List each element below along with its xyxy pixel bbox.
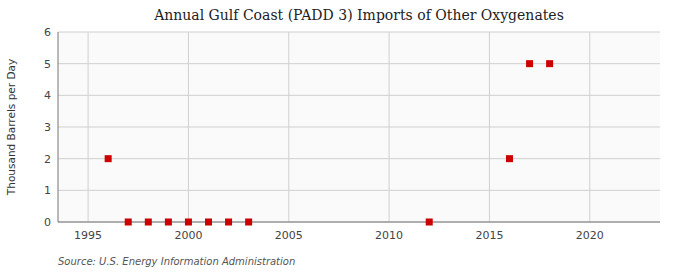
x-tick-label: 2000 <box>174 229 202 242</box>
point <box>546 60 553 67</box>
y-tick-label: 1 <box>44 184 51 197</box>
x-tick-label: 2010 <box>375 229 403 242</box>
x-grid-line <box>88 32 89 222</box>
point <box>165 219 172 226</box>
y-tick-label: 0 <box>44 216 51 229</box>
y-grid-line <box>58 158 660 159</box>
point <box>245 219 252 226</box>
x-tick-label: 2020 <box>576 229 604 242</box>
x-tick-label: 2005 <box>275 229 303 242</box>
point <box>426 219 433 226</box>
y-axis-label: Thousand Barrels per Day <box>5 59 17 196</box>
points <box>105 60 553 225</box>
y-axis-line <box>58 32 59 222</box>
point <box>185 219 192 226</box>
x-grid-line <box>389 32 390 222</box>
point <box>526 60 533 67</box>
x-tick-label: 1995 <box>74 229 102 242</box>
y-tick-label: 5 <box>44 58 51 71</box>
y-tick-label: 3 <box>44 121 51 134</box>
point <box>225 219 232 226</box>
x-tick-label: 2015 <box>475 229 503 242</box>
y-grid-line <box>58 63 660 64</box>
source-note: Source: U.S. Energy Information Administ… <box>58 256 295 267</box>
x-grid-line <box>188 32 189 222</box>
y-grid-line <box>58 32 660 33</box>
point <box>105 155 112 162</box>
grid <box>58 32 660 222</box>
y-tick-label: 2 <box>44 153 51 166</box>
point <box>145 219 152 226</box>
y-grid-line <box>58 127 660 128</box>
y-grid-line <box>58 190 660 191</box>
chart: 0 1 2 3 4 5 6 1995 2000 2005 2010 2015 2020 Annual Gu… <box>0 0 675 275</box>
y-tick-label: 6 <box>44 26 51 39</box>
x-grid-line <box>288 32 289 222</box>
chart-container: 0 1 2 3 4 5 6 1995 2000 2005 2010 2015 2020 Annual Gu… <box>0 0 675 275</box>
y-grid-line <box>58 95 660 96</box>
point <box>205 219 212 226</box>
plot-background <box>58 32 660 222</box>
point <box>125 219 132 226</box>
title: Annual Gulf Coast (PADD 3) Imports of Ot… <box>153 7 564 23</box>
point <box>506 155 513 162</box>
x-grid-line <box>589 32 590 222</box>
y-tick-label: 4 <box>44 89 51 102</box>
x-grid-line <box>489 32 490 222</box>
